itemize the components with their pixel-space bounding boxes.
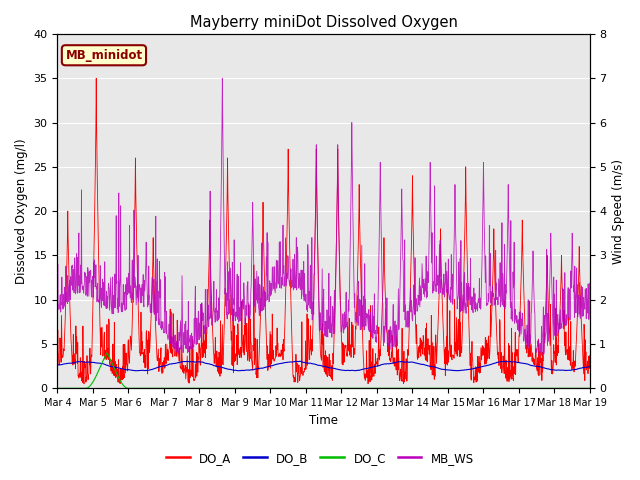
- MB_WS: [476, 305, 484, 311]
- DO_A: [92, 75, 100, 81]
- DO_C: [172, 385, 180, 391]
- MB_WS: [172, 344, 180, 350]
- DO_A: [476, 363, 484, 369]
- MB_WS: [218, 75, 226, 81]
- DO_B: [407, 359, 415, 365]
- Y-axis label: Wind Speed (m/s): Wind Speed (m/s): [612, 158, 625, 264]
- MB_WS: [586, 280, 593, 286]
- DO_A: [586, 353, 593, 359]
- Line: DO_C: DO_C: [58, 353, 589, 388]
- DO_C: [406, 385, 414, 391]
- DO_B: [524, 361, 531, 367]
- DO_A: [407, 276, 415, 282]
- DO_C: [586, 385, 593, 391]
- X-axis label: Time: Time: [309, 414, 338, 427]
- DO_B: [159, 363, 166, 369]
- DO_C: [103, 350, 111, 356]
- DO_C: [523, 385, 531, 391]
- MB_WS: [538, 352, 546, 358]
- Title: Mayberry miniDot Dissolved Oxygen: Mayberry miniDot Dissolved Oxygen: [189, 15, 458, 30]
- Text: MB_minidot: MB_minidot: [65, 49, 143, 62]
- Line: DO_A: DO_A: [58, 78, 589, 384]
- DO_B: [232, 367, 239, 373]
- DO_B: [54, 362, 61, 368]
- DO_A: [232, 352, 240, 358]
- DO_C: [476, 385, 484, 391]
- MB_WS: [523, 339, 531, 345]
- DO_A: [54, 361, 61, 367]
- Legend: DO_A, DO_B, DO_C, MB_WS: DO_A, DO_B, DO_C, MB_WS: [161, 447, 479, 469]
- DO_A: [173, 343, 180, 348]
- DO_A: [160, 358, 168, 364]
- Line: DO_B: DO_B: [58, 361, 589, 371]
- DO_C: [54, 385, 61, 391]
- DO_B: [296, 359, 304, 364]
- Y-axis label: Dissolved Oxygen (mg/l): Dissolved Oxygen (mg/l): [15, 138, 28, 284]
- DO_A: [80, 381, 88, 387]
- Line: MB_WS: MB_WS: [58, 78, 589, 355]
- MB_WS: [232, 309, 239, 315]
- DO_C: [159, 385, 167, 391]
- DO_B: [234, 368, 242, 373]
- DO_A: [524, 339, 531, 345]
- DO_B: [476, 364, 484, 370]
- MB_WS: [54, 314, 61, 320]
- MB_WS: [406, 298, 414, 304]
- DO_B: [172, 360, 180, 366]
- DO_C: [232, 385, 239, 391]
- DO_B: [586, 364, 593, 370]
- MB_WS: [159, 319, 166, 324]
